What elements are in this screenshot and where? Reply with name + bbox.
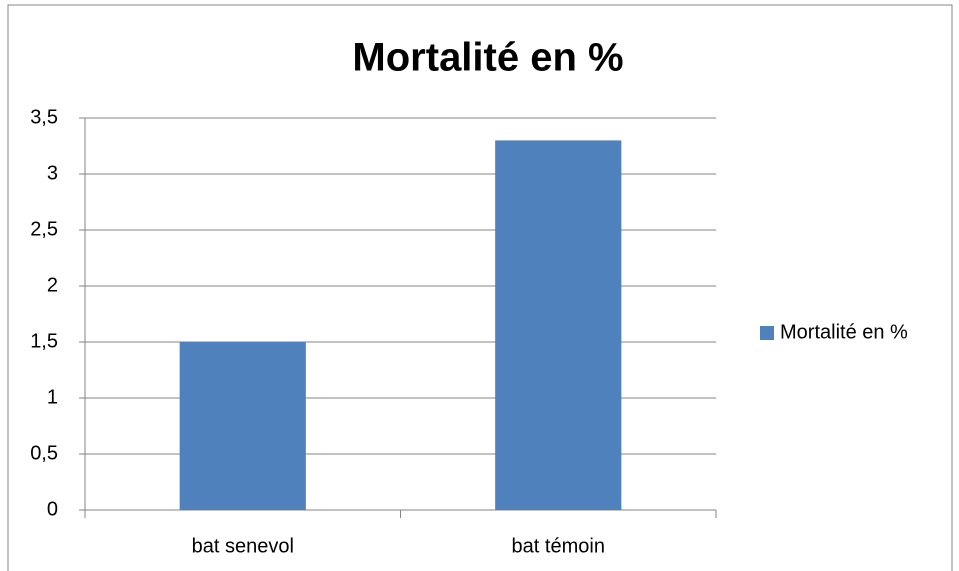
x-tick-label: bat senevol: [192, 535, 294, 557]
y-tick-label: 3,5: [30, 106, 58, 128]
bar: [179, 342, 306, 510]
x-tick-label: bat témoin: [512, 535, 605, 557]
legend-swatch: [760, 326, 774, 340]
y-tick-label: 0,5: [30, 442, 58, 464]
y-tick-label: 0: [47, 498, 58, 520]
y-tick-label: 2,5: [30, 218, 58, 240]
chart-title: Mortalité en %: [352, 36, 623, 80]
legend-label: Mortalité en %: [780, 321, 908, 343]
y-tick-label: 1: [47, 386, 58, 408]
y-tick-label: 3: [47, 162, 58, 184]
bar: [495, 140, 622, 510]
chart-frame: [7, 4, 953, 571]
y-tick-label: 1,5: [30, 330, 58, 352]
y-tick-label: 2: [47, 274, 58, 296]
